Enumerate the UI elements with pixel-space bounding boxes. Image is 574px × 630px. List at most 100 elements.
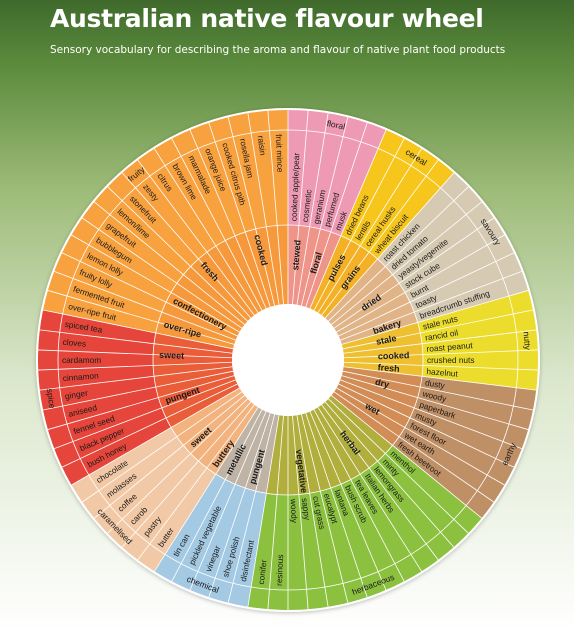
ring-line <box>57 129 519 591</box>
descriptor-label: resinous <box>274 554 285 586</box>
descriptor-segment <box>67 397 162 442</box>
descriptor-segment <box>98 436 184 506</box>
descriptor-segment <box>72 261 167 313</box>
descriptor-segment <box>88 427 177 491</box>
divider-line <box>39 329 233 354</box>
group-segment <box>343 362 423 377</box>
descriptor-segment <box>409 407 504 459</box>
divider-line <box>154 407 259 572</box>
divider-line <box>301 414 349 603</box>
group-segment <box>153 332 234 377</box>
divider-line <box>301 117 349 306</box>
divider-line <box>267 415 284 610</box>
divider-line <box>324 401 455 548</box>
descriptor-label: conifer <box>256 559 269 585</box>
divider-line <box>328 398 469 534</box>
category-band <box>466 387 537 519</box>
descriptor-segment <box>369 461 441 544</box>
group-segment <box>309 395 393 485</box>
divider-line <box>189 411 267 591</box>
descriptor-segment <box>309 491 344 588</box>
descriptor-segment <box>360 165 427 253</box>
divider-line <box>208 412 271 598</box>
divider-line <box>94 201 245 325</box>
category-label: floral <box>326 118 346 132</box>
descriptor-segment <box>149 165 216 253</box>
descriptor-segment <box>385 200 467 275</box>
category-band <box>154 554 252 607</box>
descriptor-segment <box>98 214 184 284</box>
descriptor-segment <box>320 136 361 232</box>
descriptor-segment <box>62 296 159 333</box>
descriptor-segment <box>350 156 411 246</box>
descriptor-label: dusty <box>424 377 446 390</box>
divider-line <box>343 349 538 359</box>
descriptor-segment <box>422 365 518 388</box>
divider-line <box>343 329 537 354</box>
category-band <box>378 130 454 188</box>
group-segment <box>340 312 418 345</box>
page-subtitle: Sensory vocabulary for describing the ar… <box>50 44 506 56</box>
category-band <box>37 309 89 485</box>
descriptor-segment <box>392 214 478 284</box>
descriptor-segment <box>135 176 207 259</box>
divider-line <box>189 129 267 309</box>
descriptor-label: cardamom <box>62 355 101 365</box>
descriptor-segment <box>165 474 226 564</box>
descriptor-segment <box>109 445 191 520</box>
divider-line <box>82 391 243 503</box>
descriptor-segment <box>417 296 514 333</box>
descriptor-segment <box>80 417 172 475</box>
descriptor-label: raisin <box>256 135 268 156</box>
divider-line <box>321 404 439 561</box>
descriptor-segment <box>414 278 509 323</box>
descriptor-label: cloves <box>62 337 86 349</box>
descriptor-segment <box>420 376 517 407</box>
divider-line <box>38 349 233 359</box>
divider-line <box>342 370 534 411</box>
divider-line <box>247 113 280 305</box>
divider-line <box>324 172 455 319</box>
divider-line <box>331 395 482 519</box>
descriptor-segment <box>59 313 156 344</box>
divider-line <box>292 415 309 610</box>
category-label: nutty <box>521 331 533 351</box>
descriptor-segment <box>58 365 154 388</box>
descriptor-segment <box>62 387 159 424</box>
divider-line <box>292 110 309 305</box>
divider-line <box>82 217 243 329</box>
group-segment <box>341 322 423 354</box>
divider-line <box>71 234 240 333</box>
divider-line <box>328 186 469 322</box>
descriptor-segment <box>58 350 154 370</box>
descriptor-segment <box>288 494 307 590</box>
divider-line <box>42 370 234 411</box>
divider-line <box>341 375 529 430</box>
group-label: stewed <box>290 239 302 270</box>
divider-line <box>71 387 240 486</box>
wheel-hub <box>232 304 344 416</box>
group-segment <box>331 379 415 446</box>
descriptor-label: woody <box>289 498 300 524</box>
divider-line <box>39 366 233 391</box>
descriptor-segment <box>404 417 496 475</box>
descriptor-segment <box>251 130 278 227</box>
divider-line <box>336 234 505 333</box>
divider-line <box>340 270 522 341</box>
descriptor-segment <box>269 494 288 590</box>
descriptor-segment <box>360 467 427 555</box>
group-label: sweet <box>159 350 184 361</box>
divider-line <box>42 309 234 350</box>
category-band <box>508 290 539 391</box>
descriptor-segment <box>67 278 162 323</box>
divider-line <box>171 138 263 311</box>
divider-line <box>338 383 515 468</box>
descriptor-segment <box>197 484 246 579</box>
descriptor-segment <box>414 397 509 442</box>
divider-line <box>317 148 422 313</box>
group-segment <box>266 411 341 496</box>
descriptor-segment <box>181 479 236 572</box>
divider-line <box>321 159 439 316</box>
descriptor-label: ginger <box>64 388 89 402</box>
